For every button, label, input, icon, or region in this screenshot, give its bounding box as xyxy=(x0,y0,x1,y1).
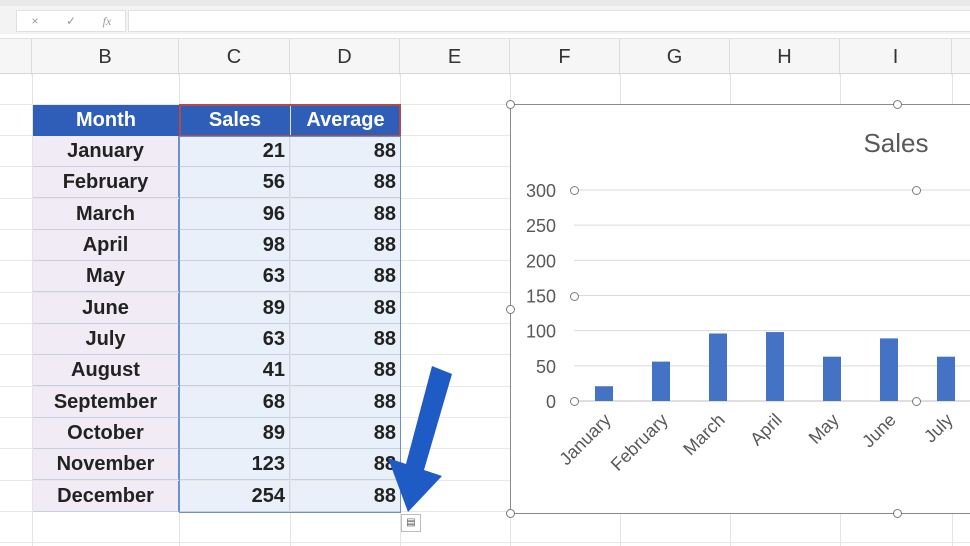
x-tick-label: June xyxy=(858,410,900,452)
sales-cell[interactable]: 89 xyxy=(180,293,290,324)
enter-icon[interactable]: ✓ xyxy=(65,14,77,28)
average-cell[interactable]: 88 xyxy=(291,387,400,418)
y-tick-label: 100 xyxy=(526,322,556,342)
plot-area-handle[interactable] xyxy=(912,186,921,195)
sales-cell[interactable]: 98 xyxy=(180,230,290,261)
month-cell[interactable]: August xyxy=(33,355,179,386)
sales-cell[interactable]: 63 xyxy=(180,324,290,355)
average-cell[interactable]: 88 xyxy=(291,293,400,324)
x-tick-label: February xyxy=(607,410,672,475)
ribbon-edge xyxy=(0,0,970,6)
column-header-i[interactable]: I xyxy=(840,39,952,75)
sales-cell[interactable]: 89 xyxy=(180,418,290,449)
average-cell[interactable]: 88 xyxy=(291,199,400,230)
chart-bar[interactable] xyxy=(652,361,670,401)
chart-bar[interactable] xyxy=(880,338,898,401)
average-cell[interactable]: 88 xyxy=(291,230,400,261)
month-cell[interactable]: September xyxy=(33,387,179,418)
chart-resize-handle[interactable] xyxy=(506,100,515,109)
column-header-h[interactable]: H xyxy=(730,39,840,75)
plot-area-handle[interactable] xyxy=(570,186,579,195)
chart-bar[interactable] xyxy=(823,356,841,401)
header-average[interactable]: Average xyxy=(291,105,400,136)
column-header-e[interactable]: E xyxy=(400,39,510,75)
y-tick-label: 200 xyxy=(526,251,556,271)
x-tick-label: May xyxy=(805,410,843,448)
fx-icon[interactable]: fx xyxy=(102,14,112,28)
x-tick-label: April xyxy=(746,410,786,450)
sales-cell[interactable]: 68 xyxy=(180,387,290,418)
sales-cell[interactable]: 254 xyxy=(180,481,290,512)
x-tick-label: March xyxy=(679,410,729,460)
sales-cell[interactable]: 21 xyxy=(180,136,290,167)
sales-cell[interactable]: 63 xyxy=(180,261,290,292)
month-cell[interactable]: May xyxy=(33,261,179,292)
column-header-c[interactable]: C xyxy=(179,39,290,75)
month-cell[interactable]: January xyxy=(33,136,179,167)
average-cell[interactable]: 88 xyxy=(291,167,400,198)
cancel-icon[interactable]: × xyxy=(31,14,39,28)
month-cell[interactable]: November xyxy=(33,449,179,480)
formula-bar: × ✓ fx xyxy=(0,6,970,34)
month-cell[interactable]: October xyxy=(33,418,179,449)
chart-object[interactable]: Sales 0 50 100 150 200 250 300 January February… xyxy=(510,104,970,514)
column-header-j[interactable] xyxy=(952,39,970,75)
month-cell[interactable]: June xyxy=(33,293,179,324)
chart-bar[interactable] xyxy=(709,333,727,401)
x-tick-label: July xyxy=(920,410,957,447)
month-cell[interactable]: December xyxy=(33,481,179,512)
sales-cell[interactable]: 123 xyxy=(180,449,290,480)
quick-analysis-icon[interactable]: ▤ xyxy=(401,514,421,532)
month-cell[interactable]: March xyxy=(33,199,179,230)
column-header-d[interactable]: D xyxy=(290,39,400,75)
y-tick-label: 150 xyxy=(526,287,556,307)
month-cell[interactable]: February xyxy=(33,167,179,198)
average-cell[interactable]: 88 xyxy=(291,449,400,480)
arrow-annotation-icon xyxy=(388,366,452,512)
chart-title[interactable]: Sales xyxy=(863,128,928,158)
month-cell[interactable]: July xyxy=(33,324,179,355)
sales-cell[interactable]: 56 xyxy=(180,167,290,198)
plot-area-handle[interactable] xyxy=(912,397,921,406)
month-cell[interactable]: April xyxy=(33,230,179,261)
header-sales[interactable]: Sales xyxy=(180,105,290,136)
plot-area-handle[interactable] xyxy=(570,397,579,406)
y-tick-label: 250 xyxy=(526,216,556,236)
chart-resize-handle[interactable] xyxy=(506,509,515,518)
average-cell[interactable]: 88 xyxy=(291,261,400,292)
column-header-row: B C D E F G H I xyxy=(0,38,970,75)
chart-resize-handle[interactable] xyxy=(893,509,902,518)
chart-bar[interactable] xyxy=(595,386,613,401)
average-cell[interactable]: 88 xyxy=(291,418,400,449)
column-header-b[interactable]: B xyxy=(32,39,179,75)
formula-input[interactable] xyxy=(128,10,970,32)
formula-tools: × ✓ fx xyxy=(16,10,126,32)
column-header-f[interactable]: F xyxy=(510,39,620,75)
chart-bar[interactable] xyxy=(766,332,784,401)
chart-bar[interactable] xyxy=(937,356,955,401)
select-all-corner[interactable] xyxy=(0,39,32,75)
y-tick-label: 0 xyxy=(546,392,556,412)
column-header-g[interactable]: G xyxy=(620,39,730,75)
y-tick-label: 300 xyxy=(526,181,556,201)
chart-resize-handle[interactable] xyxy=(506,305,515,314)
header-month[interactable]: Month xyxy=(33,105,179,136)
chart-resize-handle[interactable] xyxy=(893,100,902,109)
average-cell[interactable]: 88 xyxy=(291,136,400,167)
average-cell[interactable]: 88 xyxy=(291,481,400,512)
y-tick-label: 50 xyxy=(536,357,556,377)
sales-cell[interactable]: 41 xyxy=(180,355,290,386)
average-cell[interactable]: 88 xyxy=(291,355,400,386)
average-cell[interactable]: 88 xyxy=(291,324,400,355)
sales-cell[interactable]: 96 xyxy=(180,199,290,230)
plot-area-handle[interactable] xyxy=(570,292,579,301)
